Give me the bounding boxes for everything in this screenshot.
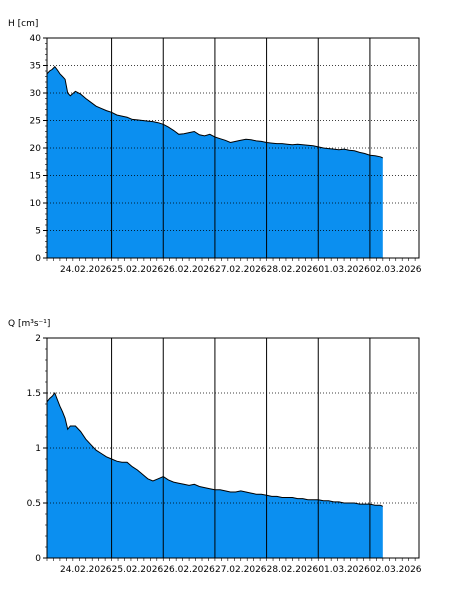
y-tick-label: 15 <box>30 172 41 182</box>
x-tick-label: 02.03.2026 <box>370 265 422 275</box>
x-tick-label: 28.02.2026 <box>267 565 319 575</box>
y-tick-label: 2 <box>35 334 41 344</box>
x-tick-label: 27.02.2026 <box>215 265 267 275</box>
water-level-chart: 0 5 10 15 20 25 30 35 40 24.02.2026 25.02.2026 26.0… <box>8 19 422 275</box>
x-tick-label: 24.02.2026 <box>60 565 112 575</box>
y-tick-label: 5 <box>35 227 41 237</box>
y-tick-label: 1.5 <box>27 389 41 399</box>
x-tick-label: 01.03.2026 <box>318 565 370 575</box>
series-line <box>46 391 384 507</box>
x-tick-label: 27.02.2026 <box>215 565 267 575</box>
x-tick-label: 25.02.2026 <box>112 265 164 275</box>
y-tick-label: 0 <box>35 254 41 264</box>
y-tick-label: 25 <box>30 117 41 127</box>
series-line <box>46 65 384 159</box>
series-area <box>47 393 383 558</box>
x-tick-label: 26.02.2026 <box>163 265 215 275</box>
y-tick-label: 20 <box>30 144 42 154</box>
x-tick-label: 25.02.2026 <box>112 565 164 575</box>
y-tick-label: 0.5 <box>27 499 41 509</box>
x-tick-label: 26.02.2026 <box>163 565 215 575</box>
y-axis-label: H [cm] <box>8 19 38 29</box>
x-tick-label: 01.03.2026 <box>318 265 370 275</box>
y-tick-label: 40 <box>30 34 42 44</box>
y-tick-label: 1 <box>35 444 41 454</box>
y-axis-label: Q [m³s⁻¹] <box>8 319 50 329</box>
y-tick-label: 30 <box>30 89 42 99</box>
x-tick-label: 28.02.2026 <box>267 265 319 275</box>
y-tick-label: 35 <box>30 62 41 72</box>
y-tick-label: 10 <box>30 199 42 209</box>
x-tick-label: 24.02.2026 <box>60 265 112 275</box>
x-tick-label: 02.03.2026 <box>370 565 422 575</box>
y-tick-label: 0 <box>35 554 41 564</box>
